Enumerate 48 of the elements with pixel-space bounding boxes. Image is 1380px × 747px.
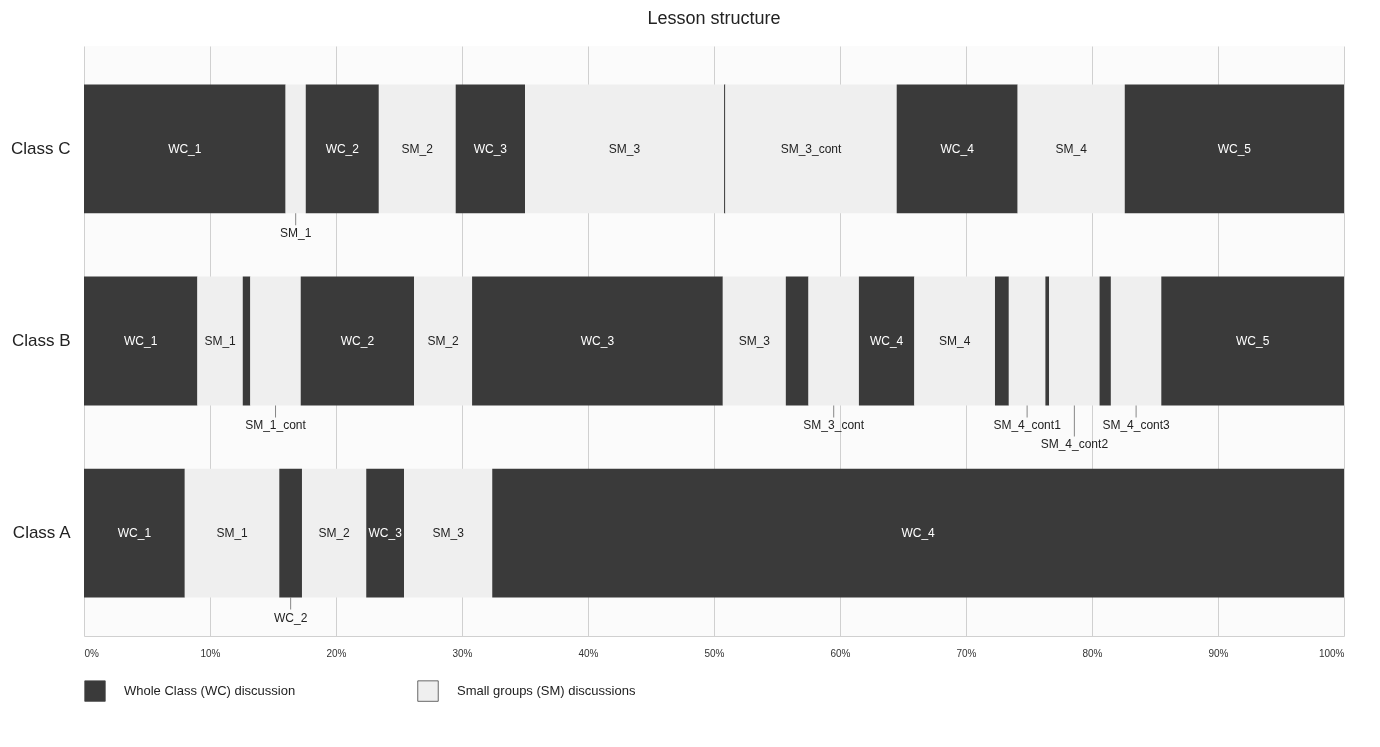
x-tick-label: 60%	[830, 647, 851, 659]
annotation: WC_4	[940, 141, 975, 156]
y-tick-label: Class B	[11, 331, 71, 350]
annotation: SM_4_cont2	[1040, 437, 1109, 452]
x-tick-label: 50%	[704, 647, 725, 659]
annotation: SM_1_cont	[245, 418, 307, 433]
annotation: WC_5	[1235, 334, 1270, 348]
annotation: WC_4	[901, 526, 936, 541]
annotation: SM_3	[432, 526, 465, 541]
annotation: WC_3	[580, 334, 615, 348]
annotation: WC_1	[168, 141, 202, 156]
x-tick-label: 20%	[326, 647, 347, 659]
x-tick-label: 100%	[1318, 647, 1345, 659]
annotation: SM_2	[318, 526, 351, 541]
annotation: WC_1	[124, 334, 158, 348]
annotation: WC_3	[473, 141, 508, 156]
annotation: SM_2	[427, 334, 460, 348]
x-tick-label: 80%	[1082, 647, 1103, 659]
annotation: SM_3_cont	[780, 141, 843, 156]
annotation: WC_1	[117, 526, 152, 541]
annotation: SM_2	[401, 141, 434, 156]
annotation: WC_5	[1217, 141, 1252, 156]
x-tick-label: 40%	[578, 647, 599, 659]
annotation: SM_4	[938, 334, 971, 348]
x-tick-label: 90%	[1208, 647, 1229, 659]
annotation: SM_3	[738, 334, 771, 348]
annotation: WC_2	[340, 334, 375, 348]
legend-label: Whole Class (WC) discussion	[124, 683, 296, 699]
legend-label: Small groups (SM) discussions	[457, 683, 636, 699]
annotation: SM_3_cont	[803, 418, 865, 433]
annotation: SM_1	[204, 334, 237, 348]
annotation: SM_4	[1055, 141, 1088, 156]
annotation: WC_2	[325, 141, 360, 156]
y-tick-label: Class C	[10, 138, 71, 158]
x-tick-label: 10%	[200, 647, 221, 659]
x-tick-label: 70%	[956, 647, 977, 659]
annotation: SM_4_cont3	[1102, 418, 1171, 433]
annotation: SM_3	[608, 141, 641, 156]
annotation: SM_1	[216, 526, 249, 541]
chart-title: Lesson structure	[647, 8, 781, 28]
annotation: WC_4	[869, 334, 904, 348]
x-tick-label: 0%	[84, 647, 100, 659]
annotation: SM_4_cont1	[993, 418, 1062, 433]
y-tick-label: Class A	[12, 523, 72, 543]
x-tick-label: 30%	[452, 647, 473, 659]
annotation: WC_3	[368, 526, 403, 541]
annotation: SM_1	[280, 226, 312, 241]
annotation: WC_2	[273, 610, 308, 625]
